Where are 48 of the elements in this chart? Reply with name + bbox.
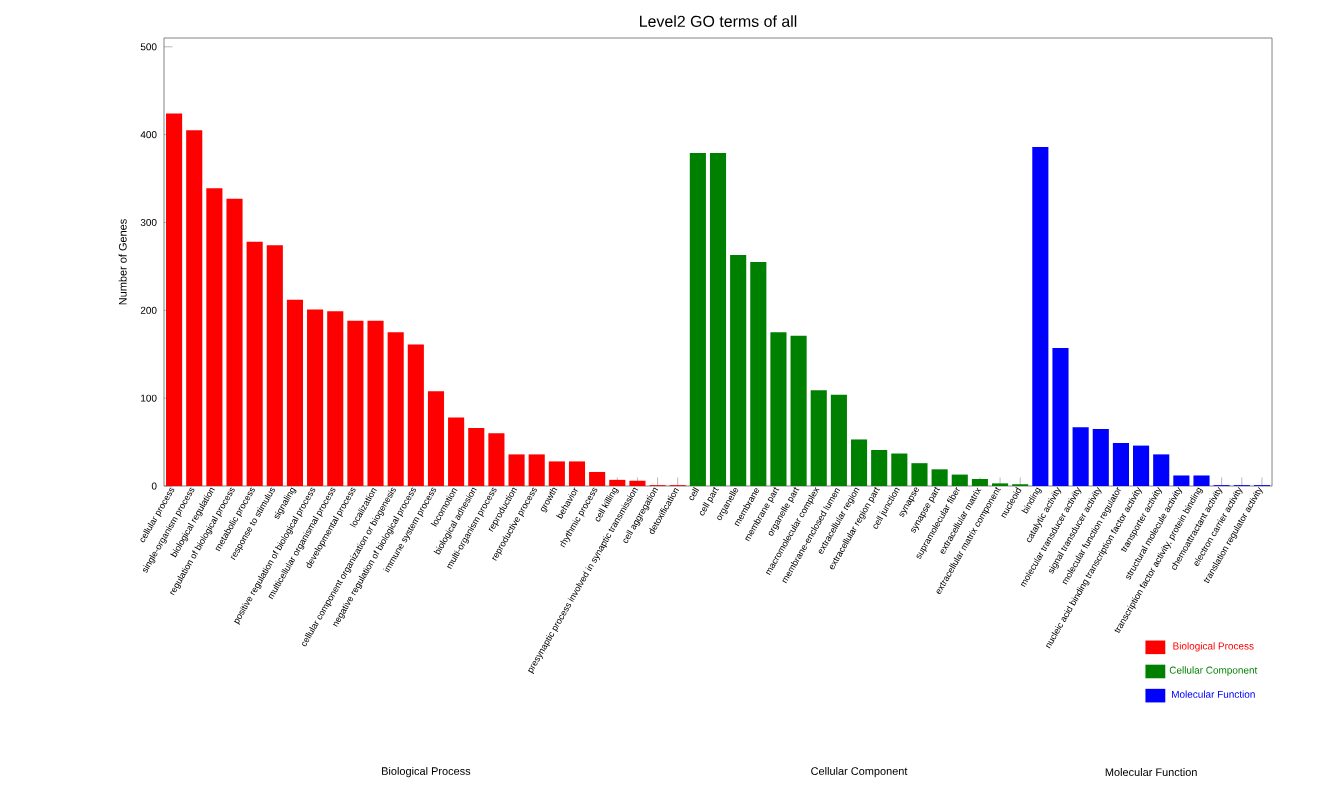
bar xyxy=(1133,445,1150,487)
bar xyxy=(850,439,868,487)
bar xyxy=(448,417,465,487)
bar xyxy=(911,463,928,487)
bar xyxy=(709,153,727,487)
bar xyxy=(810,390,827,487)
bar xyxy=(1153,454,1170,487)
bar xyxy=(548,461,565,487)
bar xyxy=(327,311,344,487)
bar xyxy=(226,198,243,487)
bar xyxy=(891,453,908,487)
bar xyxy=(1052,348,1069,487)
bar xyxy=(367,320,384,487)
bar xyxy=(1193,475,1210,487)
bar xyxy=(609,479,626,487)
bar xyxy=(508,454,525,487)
bar xyxy=(387,332,404,487)
bar xyxy=(1173,475,1190,487)
bar xyxy=(770,332,787,487)
bar xyxy=(629,480,646,487)
bar xyxy=(871,449,888,487)
bar xyxy=(1112,442,1129,487)
bar xyxy=(790,335,807,487)
bar xyxy=(931,469,948,487)
bar xyxy=(307,309,324,487)
bar xyxy=(186,130,203,487)
bar xyxy=(266,245,283,487)
bar xyxy=(1072,427,1089,487)
bar xyxy=(407,344,424,487)
bar xyxy=(730,254,747,487)
bar xyxy=(568,461,586,487)
bar xyxy=(286,299,304,487)
bar xyxy=(246,241,263,487)
bar xyxy=(971,478,988,487)
bar xyxy=(1092,428,1109,487)
bar xyxy=(830,394,847,487)
bar xyxy=(528,454,545,487)
bar xyxy=(488,433,505,487)
bar xyxy=(589,471,606,487)
bar xyxy=(951,474,968,487)
bar xyxy=(166,113,183,487)
bar xyxy=(206,188,223,487)
bar xyxy=(750,262,767,487)
bar xyxy=(468,428,485,487)
bar xyxy=(427,391,445,487)
bar xyxy=(689,153,706,487)
bar xyxy=(1032,146,1049,487)
bar xyxy=(347,320,364,487)
